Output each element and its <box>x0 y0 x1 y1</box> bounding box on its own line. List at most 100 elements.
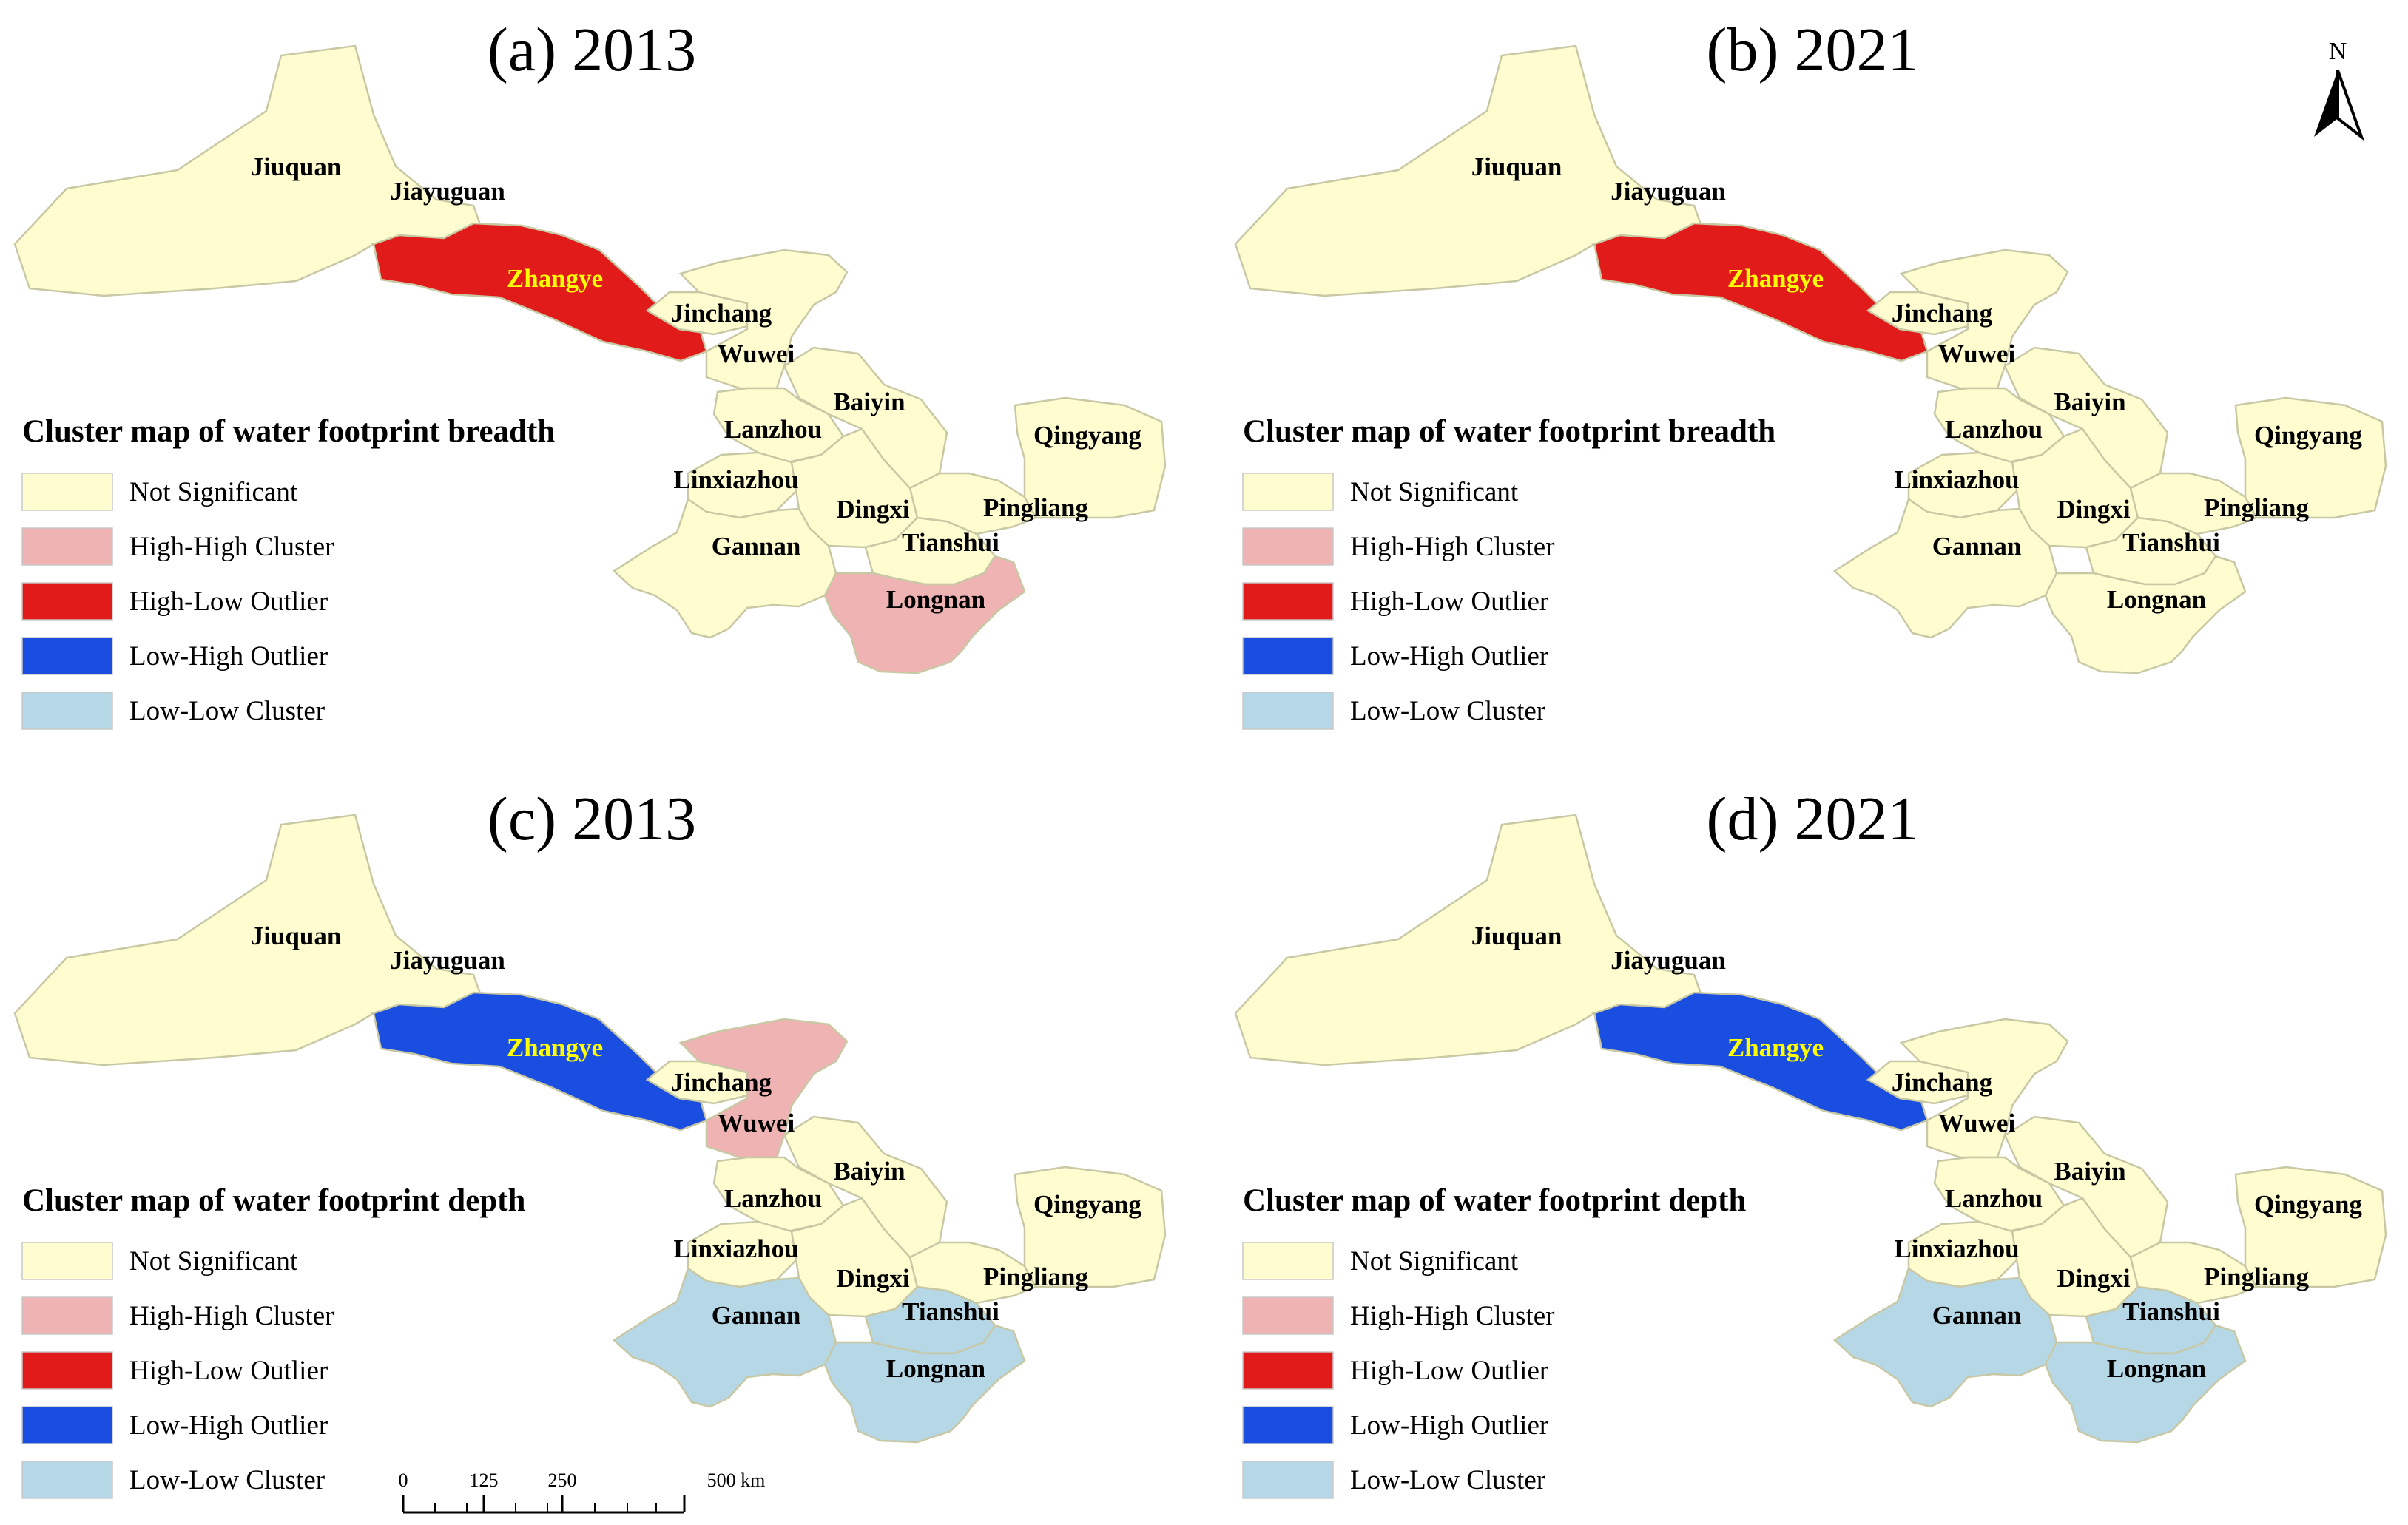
label-tianshui: Tianshui <box>902 1297 999 1326</box>
legend-label-not-significant: Not Significant <box>129 1246 298 1277</box>
label-lanzhou: Lanzhou <box>724 415 822 444</box>
province-map-c <box>13 814 1167 1444</box>
label-wuwei: Wuwei <box>718 339 795 368</box>
label-lanzhou: Lanzhou <box>724 1184 822 1213</box>
label-pingliang: Pingliang <box>983 1262 1088 1291</box>
label-pingliang: Pingliang <box>2204 493 2309 522</box>
label-baiyin: Baiyin <box>833 1157 905 1186</box>
region-zhangye <box>372 991 708 1132</box>
legend-label-high-high: High-High Cluster <box>129 1301 334 1331</box>
scale-label-250: 250 <box>548 1470 577 1491</box>
north-arrow-icon <box>2314 70 2338 137</box>
legend-b: Cluster map of water footprint breadth No… <box>1242 414 1775 730</box>
legend-swatch-high-low <box>1242 1351 1334 1390</box>
province-map-a <box>13 44 1167 674</box>
label-gannan: Gannan <box>712 532 801 561</box>
legend-label-not-significant: Not Significant <box>129 477 298 507</box>
label-lanzhou: Lanzhou <box>1945 1184 2043 1213</box>
label-gannan: Gannan <box>1932 1301 2022 1330</box>
label-jiuquan: Jiuquan <box>251 152 342 181</box>
region-longnan <box>2044 1324 2247 1444</box>
region-qingyang <box>2234 1166 2387 1288</box>
scale-label-125: 125 <box>470 1470 499 1491</box>
label-longnan: Longnan <box>886 585 985 614</box>
label-pingliang: Pingliang <box>983 493 1088 522</box>
region-qingyang <box>1014 396 1167 519</box>
legend-swatch-low-low <box>21 692 113 730</box>
legend-d: Cluster map of water footprint depth Not … <box>1242 1183 1746 1499</box>
legend-swatch-not-significant <box>1242 1242 1334 1280</box>
label-zhangye: Zhangye <box>1727 1033 1824 1062</box>
legend-swatch-low-high <box>21 637 113 675</box>
region-zhangye <box>1593 222 1929 362</box>
legend-swatch-high-low <box>1242 582 1334 621</box>
label-jiuquan: Jiuquan <box>1471 152 1562 181</box>
legend-swatch-low-low <box>1242 1461 1334 1499</box>
legend-title-a: Cluster map of water footprint breadth <box>22 414 555 449</box>
label-linxiazhou: Linxiazhou <box>1894 1234 2019 1263</box>
label-tianshui: Tianshui <box>2122 1297 2220 1326</box>
region-qingyang <box>1014 1166 1167 1288</box>
region-zhangye <box>1593 991 1929 1132</box>
legend-swatch-low-low <box>21 1461 113 1499</box>
label-jiayuguan: Jiayuguan <box>1611 946 1726 975</box>
legend-swatch-high-high <box>21 527 113 566</box>
label-jinchang: Jinchang <box>671 1068 772 1097</box>
scale-label-0: 0 <box>399 1470 408 1491</box>
province-map-b <box>1234 44 2387 674</box>
label-qingyang: Qingyang <box>1033 1190 1141 1219</box>
legend-label-low-high: Low-High Outlier <box>129 1410 328 1441</box>
label-gannan: Gannan <box>712 1301 801 1330</box>
map-panel-d: (d) 2021 Jiuquan Jiayuguan Zhangye Jinchang W… <box>1234 785 2387 1499</box>
scale-bar: 0 125 250 500 km <box>399 1470 766 1514</box>
legend-label-low-low: Low-Low Cluster <box>129 1465 325 1495</box>
scale-label-500km: 500 km <box>707 1470 766 1491</box>
region-longnan <box>823 1324 1026 1444</box>
legend-swatch-high-low <box>21 582 113 621</box>
map-panel-c: (c) 2013 Jiuquan Jiayuguan Zhangye Jinchang W… <box>13 785 1167 1499</box>
legend-a: Cluster map of water footprint breadth No… <box>21 414 555 730</box>
label-baiyin: Baiyin <box>833 388 905 416</box>
label-wuwei: Wuwei <box>1938 339 2016 368</box>
legend-title-b: Cluster map of water footprint breadth <box>1243 414 1775 449</box>
label-baiyin: Baiyin <box>2054 388 2125 416</box>
legend-swatch-high-high <box>21 1296 113 1335</box>
legend-swatch-high-high <box>1242 527 1334 566</box>
region-jiuquan <box>13 814 486 1066</box>
map-panel-a: (a) 2013 Jiuquan Jiayuguan Zhangye Jinchang W… <box>13 16 1167 730</box>
region-jiuquan <box>1234 814 1707 1066</box>
panel-title-d: (d) 2021 <box>1707 785 1919 853</box>
label-zhangye: Zhangye <box>1727 264 1824 293</box>
label-linxiazhou: Linxiazhou <box>1894 465 2019 494</box>
legend-swatch-low-low <box>1242 692 1334 730</box>
label-dingxi: Dingxi <box>836 495 909 524</box>
label-gannan: Gannan <box>1932 532 2022 561</box>
label-jiuquan: Jiuquan <box>1471 922 1562 950</box>
label-wuwei: Wuwei <box>718 1109 795 1137</box>
legend-label-low-low: Low-Low Cluster <box>129 696 325 726</box>
province-map-d <box>1234 814 2387 1444</box>
label-jinchang: Jinchang <box>1892 299 1993 328</box>
north-label: N <box>2329 38 2347 65</box>
legend-label-low-high: Low-High Outlier <box>1350 641 1548 672</box>
region-qingyang <box>2234 396 2387 519</box>
legend-swatch-not-significant <box>21 1242 113 1280</box>
legend-label-low-low: Low-Low Cluster <box>1350 1465 1545 1495</box>
label-wuwei: Wuwei <box>1938 1109 2016 1137</box>
label-linxiazhou: Linxiazhou <box>673 1234 798 1263</box>
legend-label-low-low: Low-Low Cluster <box>1350 696 1545 726</box>
region-jiuquan <box>13 44 486 297</box>
legend-swatch-low-high <box>1242 637 1334 675</box>
label-longnan: Longnan <box>2107 1354 2206 1383</box>
legend-c: Cluster map of water footprint depth Not … <box>21 1183 525 1499</box>
north-arrow: N <box>2314 38 2365 141</box>
label-jiayuguan: Jiayuguan <box>1611 177 1726 206</box>
label-dingxi: Dingxi <box>2057 1264 2130 1293</box>
label-jinchang: Jinchang <box>671 299 772 328</box>
panel-title-a: (a) 2013 <box>488 16 696 84</box>
label-jiayuguan: Jiayuguan <box>390 946 505 975</box>
legend-swatch-not-significant <box>1242 473 1334 511</box>
label-tianshui: Tianshui <box>2122 528 2220 557</box>
legend-label-high-low: High-Low Outlier <box>129 586 328 617</box>
label-longnan: Longnan <box>886 1354 985 1383</box>
